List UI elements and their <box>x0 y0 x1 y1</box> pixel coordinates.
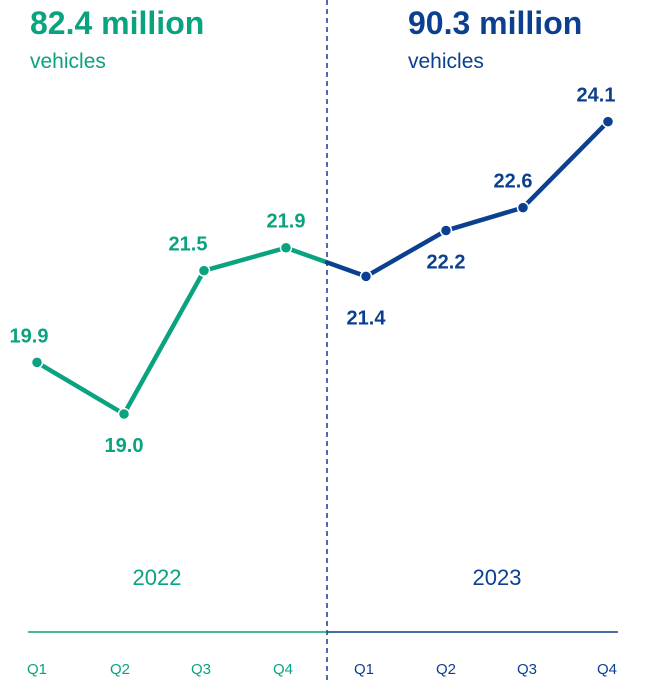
data-label-2023-q4: 24.1 <box>577 85 616 107</box>
series-line-2023 <box>324 119 611 279</box>
data-point-2022-q1 <box>30 356 44 369</box>
data-label-2022-q3: 21.5 <box>169 234 208 256</box>
series-line-2022 <box>34 245 330 417</box>
total-unit-2022: vehicles <box>30 50 106 73</box>
total-2022: 82.4 million <box>30 5 204 41</box>
year-label-2022: 2022 <box>133 565 182 590</box>
data-point-2023-q3 <box>516 201 530 214</box>
data-point-2022-q4 <box>279 241 293 254</box>
data-point-2022-q2 <box>117 407 131 421</box>
total-unit-2023: vehicles <box>408 50 484 73</box>
year-label-2023: 2023 <box>473 565 522 590</box>
data-label-2022-q4: 21.9 <box>267 211 306 233</box>
x-tick-2023-q1: Q1 <box>354 661 374 678</box>
data-label-2022-q1: 19.9 <box>10 325 49 347</box>
data-label-2023-q2: 22.2 <box>427 252 466 274</box>
x-tick-2022-q2: Q2 <box>110 661 130 678</box>
data-point-2023-q4 <box>601 115 615 128</box>
data-label-2023-q1: 21.4 <box>347 307 387 329</box>
x-tick-2023-q3: Q3 <box>517 661 537 678</box>
data-point-2022-q3 <box>197 264 211 277</box>
total-2023: 90.3 million <box>408 5 582 41</box>
data-label-2022-q2: 19.0 <box>105 435 144 457</box>
x-tick-2023-q4: Q4 <box>597 661 617 678</box>
data-point-2023-q1 <box>359 270 373 283</box>
x-tick-2022-q1: Q1 <box>27 661 47 678</box>
x-tick-2022-q4: Q4 <box>273 661 293 678</box>
x-tick-2022-q3: Q3 <box>191 661 211 678</box>
data-label-2023-q3: 22.6 <box>494 171 533 193</box>
x-tick-2023-q2: Q2 <box>436 661 456 678</box>
data-point-2023-q2 <box>439 224 453 237</box>
